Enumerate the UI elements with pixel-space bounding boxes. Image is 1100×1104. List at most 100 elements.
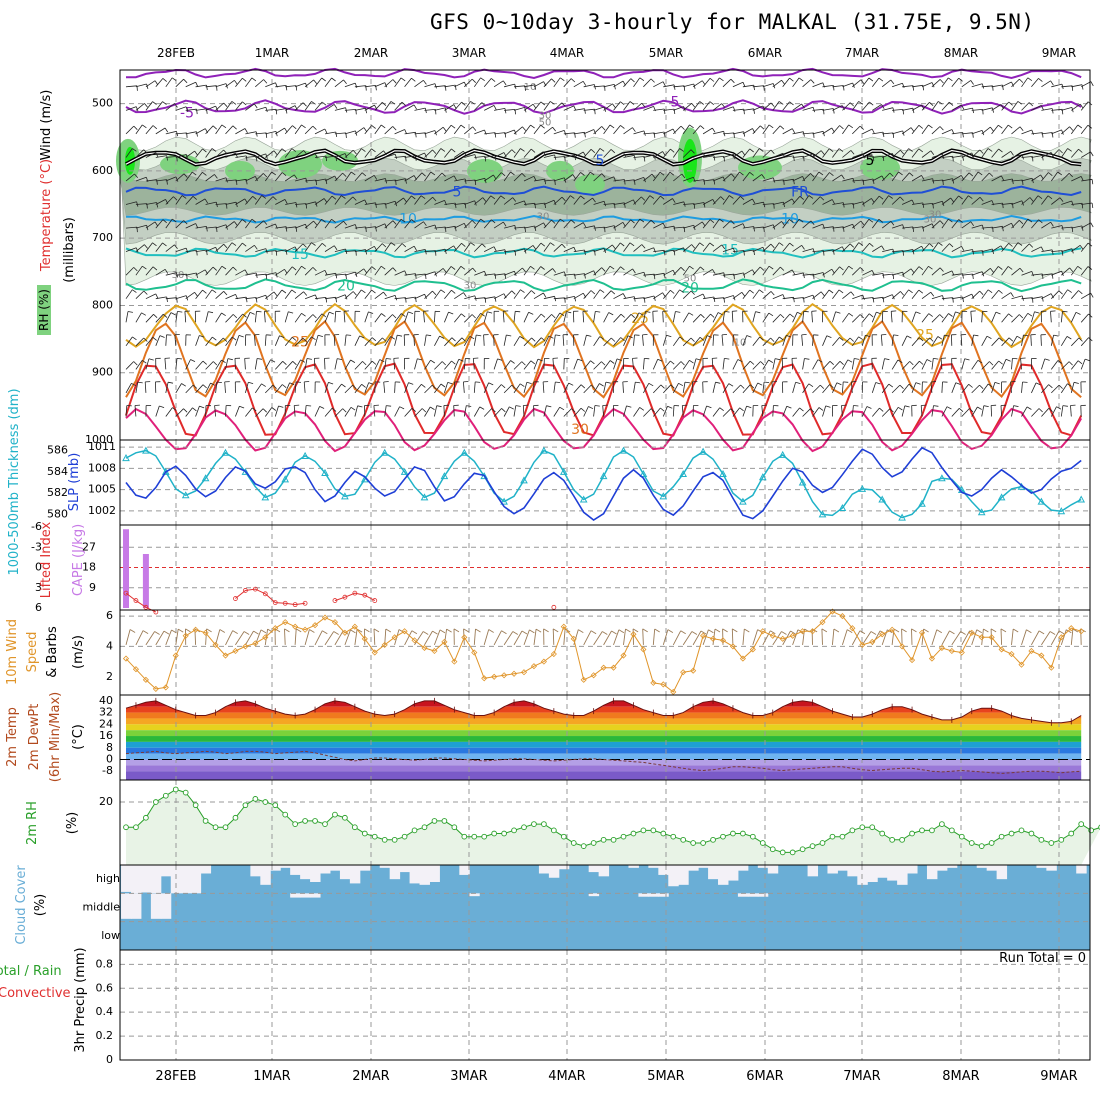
wind-barb-flag [989, 362, 993, 366]
rh2m-marker [193, 803, 198, 808]
wind-barb-flag [381, 314, 385, 317]
precip-tick-label: 0.6 [96, 981, 114, 994]
thickness-tick-label: 582 [47, 486, 68, 499]
wind-barb-flag [384, 292, 387, 296]
wind10-barb-flag [715, 629, 720, 632]
wind-barb-flag [744, 132, 745, 137]
wind-barb [325, 297, 336, 298]
wind-barb-flag [213, 126, 217, 129]
wind-barb [813, 292, 822, 299]
wind-barb-flag [974, 335, 979, 336]
wind-barb-flag [452, 338, 456, 341]
contour-label: 30 [571, 422, 589, 438]
wind-barb [305, 126, 313, 134]
wind-barb-flag [664, 109, 665, 114]
wind-barb-flag [685, 382, 690, 383]
wind-barb-flag [747, 336, 752, 338]
contour-label: 50 [684, 274, 697, 285]
rh2m-marker [522, 825, 527, 830]
wind-barb [922, 292, 931, 299]
wind-barb [872, 358, 873, 369]
cloud-high-gap [658, 865, 668, 875]
wind-barb [166, 408, 173, 417]
wind10-barb-flag [578, 630, 583, 633]
x-tick-label-top: 28FEB [157, 46, 195, 60]
wind-barb-flag [165, 128, 168, 132]
wind10-axis-label: Speed [25, 632, 40, 673]
wind-barb [1051, 109, 1062, 110]
wind-barb [763, 84, 774, 87]
wind-barb-flag [779, 337, 783, 340]
wind-barb-flag [702, 81, 705, 85]
wind-barb-flag [710, 102, 714, 105]
wind-barb-flag [159, 406, 164, 408]
wind-barb [614, 359, 618, 370]
wind-barb [663, 129, 673, 134]
wind-barb-flag [529, 312, 534, 314]
cloud-high-gap [340, 865, 350, 879]
wind-barb-flag [266, 107, 267, 112]
wind-barb [554, 382, 556, 393]
wind-barb [176, 296, 187, 299]
wind-barb-flag [675, 312, 680, 313]
temp-fill-band [120, 701, 1090, 707]
wind-barb [355, 108, 366, 110]
cloud-high-gap [459, 865, 469, 875]
wind-barb-flag [306, 406, 311, 407]
wind-barb [813, 131, 824, 134]
wind-barb-flag [304, 292, 307, 296]
wind-barb [494, 408, 502, 416]
wind-barb-flag [731, 79, 735, 83]
cloud-high-gap [141, 865, 151, 892]
wind-barb [1061, 311, 1062, 322]
wind-barb [473, 358, 474, 369]
wind-barb-flag [821, 292, 824, 296]
wind-barb [255, 295, 265, 299]
rh2m-marker [1049, 841, 1054, 846]
wind-barb-flag [401, 78, 405, 81]
wind-barb-flag [620, 102, 624, 105]
wind-barb [673, 362, 681, 370]
wind-barb [245, 408, 252, 417]
wind-barb [1081, 359, 1085, 369]
wind-barb [196, 361, 203, 369]
rh2m-marker [203, 819, 208, 824]
wind-barb [275, 361, 282, 369]
wind-barb [504, 385, 512, 393]
panel-frame [120, 950, 1090, 1060]
wind-barb-flag [782, 80, 785, 84]
rh2m-marker [362, 831, 367, 836]
wind-barb [285, 126, 292, 134]
wind-barb [255, 274, 266, 275]
cloud-high-gap [718, 865, 728, 885]
wind-barb-flag [134, 362, 138, 366]
wind-barb-flag [503, 81, 506, 85]
wind10-barb [474, 629, 475, 645]
wind-barb [494, 359, 497, 370]
wind-barb [255, 384, 261, 393]
wind-barb-flag [742, 292, 745, 296]
wind-barb [733, 292, 742, 298]
wind-barb [832, 126, 839, 134]
wind-barb [803, 80, 811, 87]
wind-barb [574, 385, 581, 393]
wind-barb-flag [919, 290, 923, 293]
wind-barb-flag [627, 406, 632, 407]
wind-barb-flag [433, 291, 436, 295]
cape-axis-label: CAPE (J/kg) [71, 524, 86, 596]
wind-barb-flag [600, 290, 604, 293]
wind-barb [574, 293, 584, 299]
wind10-barb-flag [902, 629, 907, 632]
wind-barb-flag [282, 385, 286, 388]
wind-barb-flag [668, 406, 673, 408]
temp-fill-band [120, 759, 1090, 765]
wind-barb-flag [203, 361, 207, 364]
wind-barb-flag [879, 78, 883, 81]
cloud-high-gap [201, 865, 211, 874]
wind-barb-flag [239, 335, 244, 337]
wind-barb [604, 313, 609, 323]
rh2m-marker [810, 844, 815, 849]
cape-bar [143, 554, 149, 608]
